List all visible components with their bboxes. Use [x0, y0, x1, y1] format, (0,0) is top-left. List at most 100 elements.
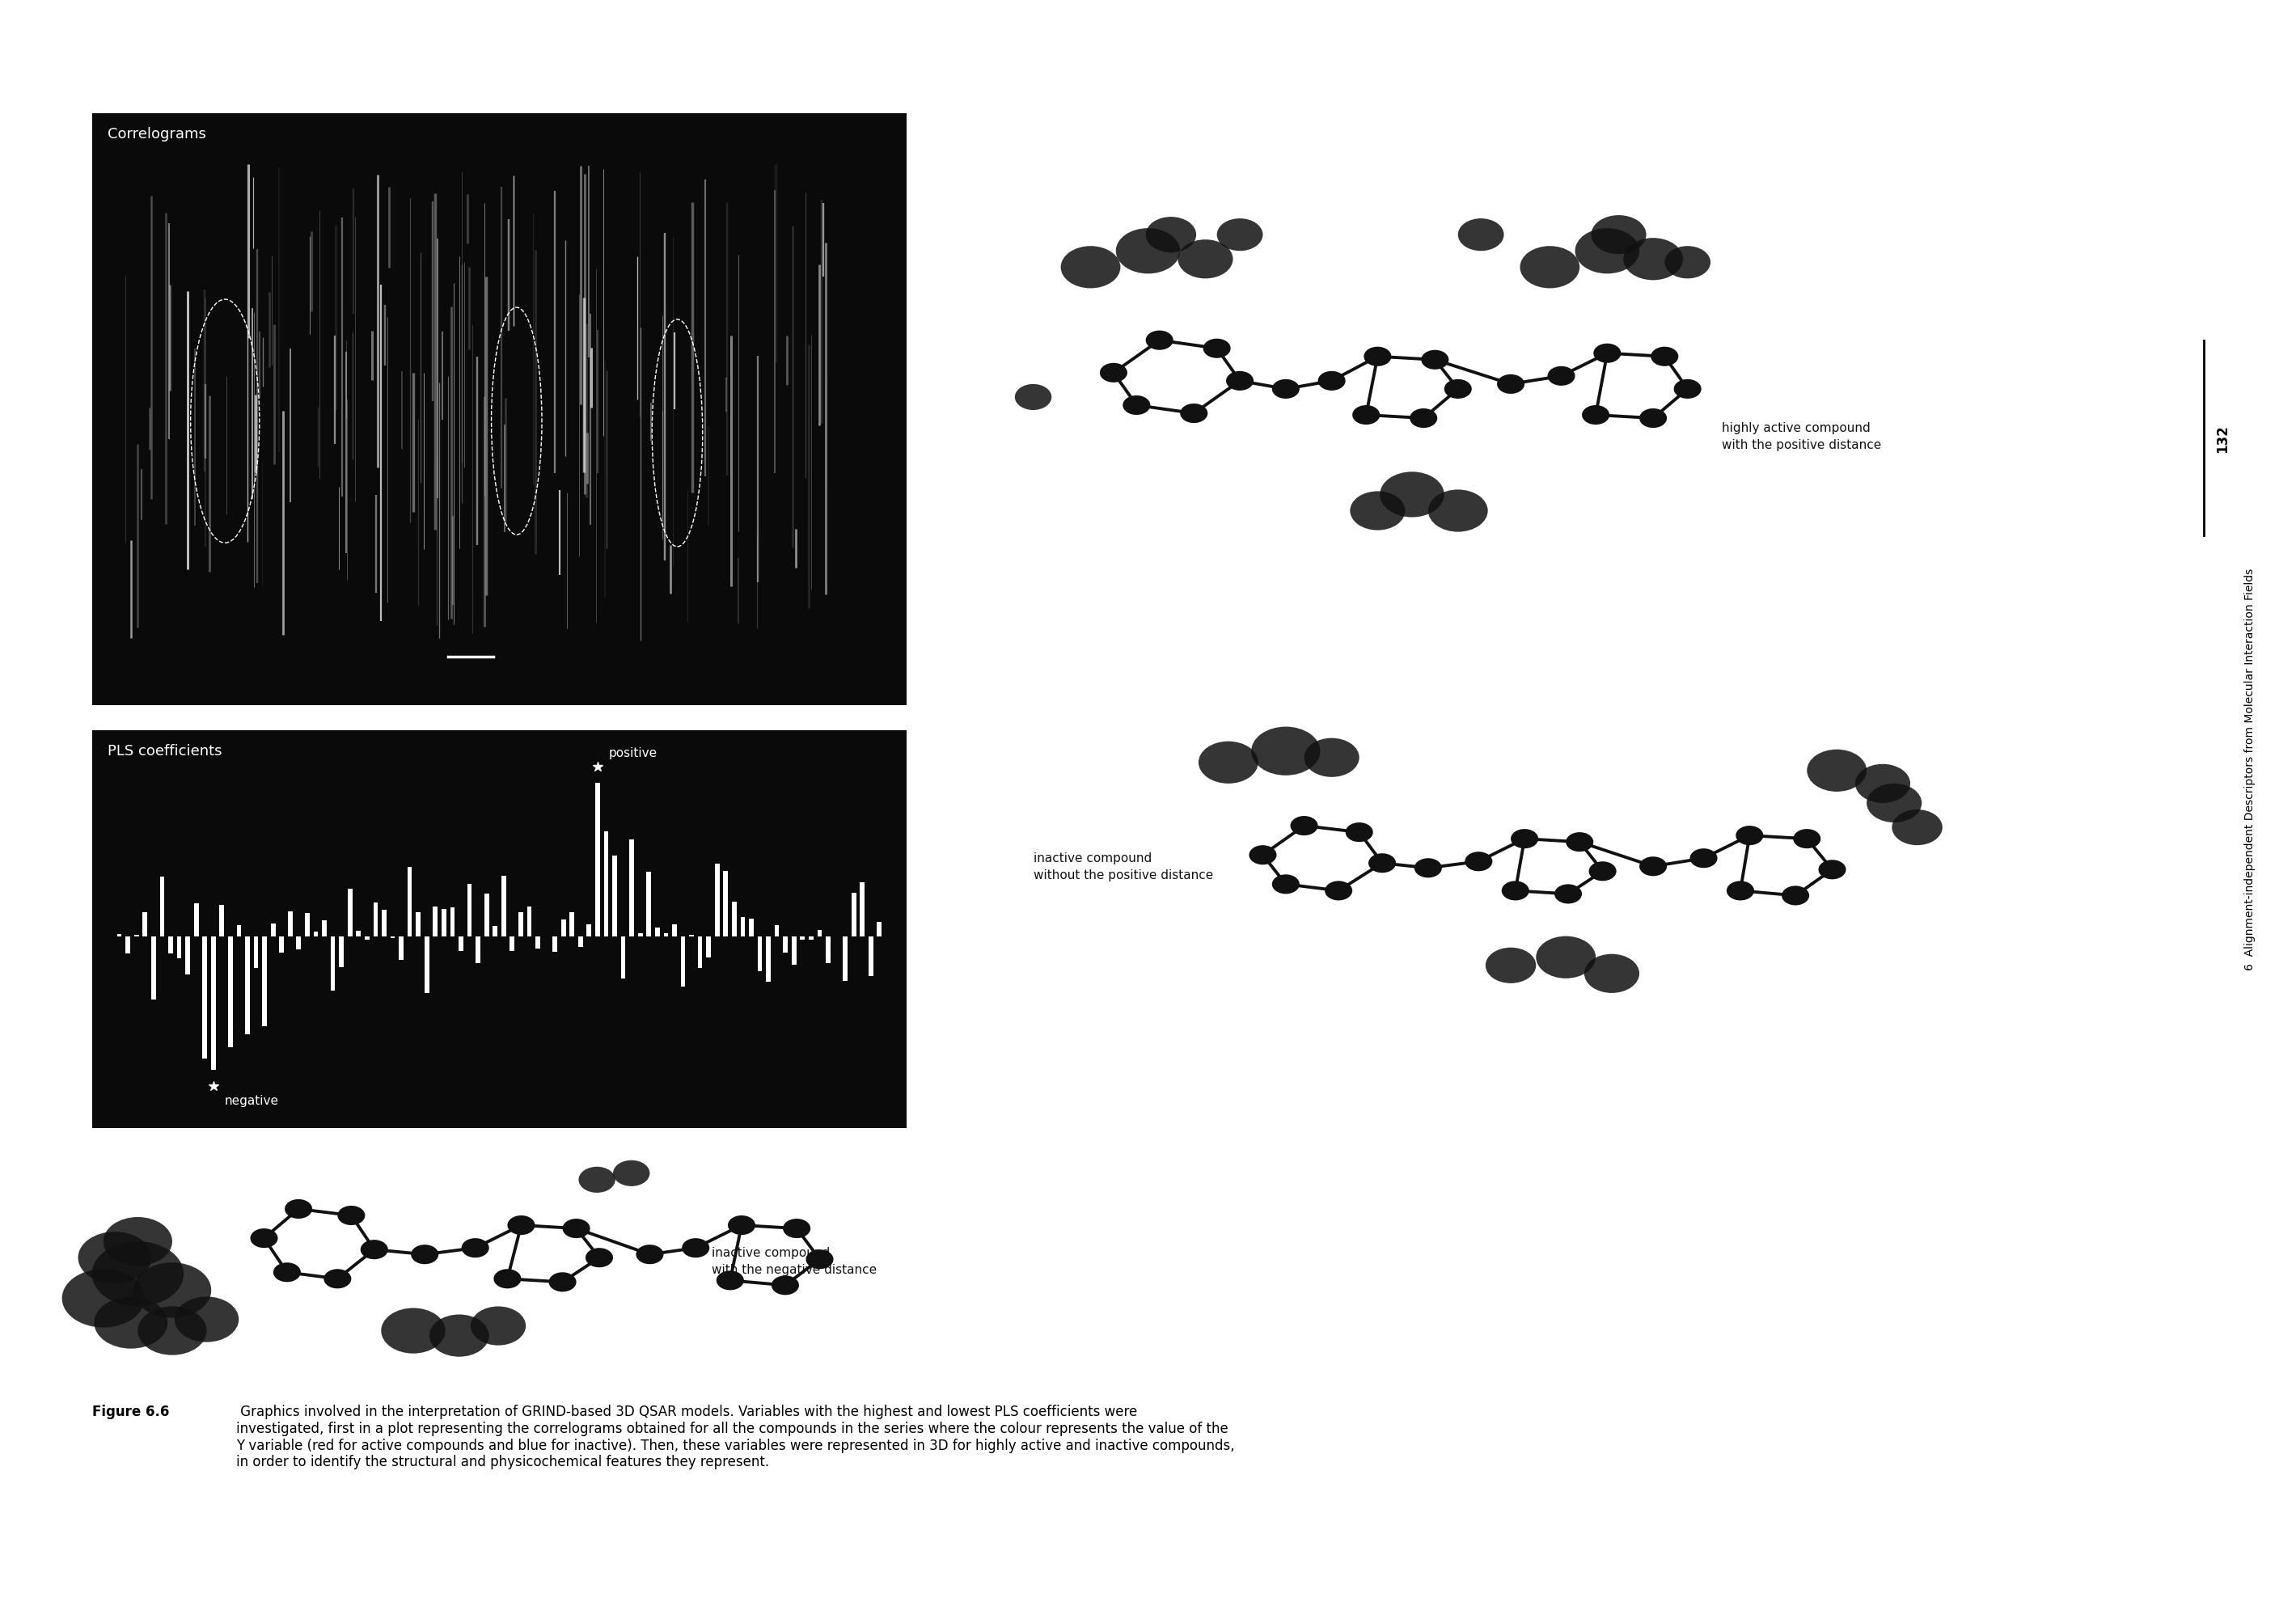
Circle shape — [682, 1238, 709, 1258]
Bar — [528, 907, 533, 936]
Bar — [629, 839, 634, 936]
Bar — [732, 902, 737, 936]
Text: 132: 132 — [2216, 424, 2229, 453]
Circle shape — [78, 1232, 152, 1284]
Circle shape — [174, 1297, 239, 1342]
Circle shape — [549, 1272, 576, 1292]
Circle shape — [771, 1276, 799, 1295]
Circle shape — [1465, 852, 1492, 872]
Circle shape — [563, 1219, 590, 1238]
Bar — [654, 927, 659, 936]
Bar — [466, 885, 471, 936]
Bar — [340, 936, 344, 967]
Bar — [767, 936, 771, 982]
Circle shape — [1548, 367, 1575, 386]
Circle shape — [1502, 881, 1529, 901]
Circle shape — [1892, 810, 1942, 846]
Bar — [783, 936, 788, 953]
Text: Graphics involved in the interpretation of GRIND-based 3D QSAR models. Variables: Graphics involved in the interpretation … — [236, 1404, 1235, 1469]
Circle shape — [1123, 396, 1150, 415]
Circle shape — [1272, 875, 1300, 894]
Circle shape — [461, 1238, 489, 1258]
Bar — [434, 907, 439, 936]
Bar — [246, 936, 250, 1034]
Bar — [723, 872, 728, 936]
Circle shape — [1444, 380, 1472, 399]
Circle shape — [1818, 860, 1846, 880]
Bar — [792, 936, 797, 964]
Circle shape — [585, 1248, 613, 1268]
Circle shape — [1651, 347, 1678, 367]
Bar — [390, 936, 395, 938]
Circle shape — [1554, 885, 1582, 904]
Circle shape — [1345, 823, 1373, 842]
Circle shape — [1511, 829, 1538, 849]
Circle shape — [1146, 331, 1173, 351]
Text: inactive compound
with the negative distance: inactive compound with the negative dist… — [712, 1246, 877, 1276]
Circle shape — [1520, 247, 1580, 289]
Circle shape — [1575, 229, 1639, 274]
Text: 6  Alignment-independent Descriptors from Molecular Interaction Fields: 6 Alignment-independent Descriptors from… — [2245, 568, 2255, 971]
Bar — [748, 919, 753, 936]
Bar — [253, 936, 259, 969]
Circle shape — [636, 1245, 664, 1264]
Bar — [475, 936, 480, 964]
Bar — [211, 936, 216, 1070]
Circle shape — [1591, 216, 1646, 255]
Circle shape — [1217, 219, 1263, 252]
Bar — [535, 936, 540, 949]
Bar — [843, 936, 847, 982]
Circle shape — [1325, 881, 1352, 901]
Bar — [664, 933, 668, 936]
Bar — [861, 883, 866, 936]
Circle shape — [429, 1315, 489, 1357]
Bar — [92, 730, 907, 1128]
Circle shape — [1497, 375, 1525, 394]
Bar — [416, 912, 420, 936]
Circle shape — [1015, 385, 1052, 411]
Bar — [356, 930, 360, 936]
Circle shape — [1226, 372, 1254, 391]
Bar — [604, 831, 608, 936]
Bar — [133, 935, 138, 936]
Bar — [450, 907, 455, 936]
Circle shape — [1690, 849, 1717, 868]
Circle shape — [613, 1160, 650, 1186]
Circle shape — [1584, 954, 1639, 993]
Bar — [827, 936, 831, 964]
Circle shape — [285, 1199, 312, 1219]
Bar — [553, 936, 558, 953]
Circle shape — [1352, 406, 1380, 425]
Circle shape — [716, 1271, 744, 1290]
Bar — [647, 872, 652, 936]
Bar — [852, 893, 856, 936]
Bar — [406, 867, 411, 936]
Bar — [236, 925, 241, 936]
Circle shape — [1807, 750, 1867, 792]
Circle shape — [1639, 857, 1667, 876]
Bar — [689, 935, 693, 936]
Circle shape — [1178, 240, 1233, 279]
Circle shape — [1589, 862, 1616, 881]
Bar — [161, 876, 165, 936]
Bar — [494, 927, 498, 936]
Circle shape — [1665, 247, 1711, 279]
Bar — [296, 936, 301, 949]
Circle shape — [1566, 833, 1593, 852]
Circle shape — [471, 1307, 526, 1345]
Circle shape — [1536, 936, 1596, 979]
Circle shape — [1249, 846, 1277, 865]
Bar — [117, 935, 122, 936]
Circle shape — [1272, 380, 1300, 399]
Circle shape — [62, 1269, 145, 1328]
Circle shape — [1251, 727, 1320, 776]
Circle shape — [1146, 217, 1196, 253]
Circle shape — [250, 1229, 278, 1248]
Bar — [638, 933, 643, 936]
Circle shape — [1421, 351, 1449, 370]
Circle shape — [1458, 219, 1504, 252]
Bar — [400, 936, 404, 961]
Bar — [152, 936, 156, 1000]
Bar — [425, 936, 429, 993]
Text: negative: negative — [225, 1094, 280, 1107]
